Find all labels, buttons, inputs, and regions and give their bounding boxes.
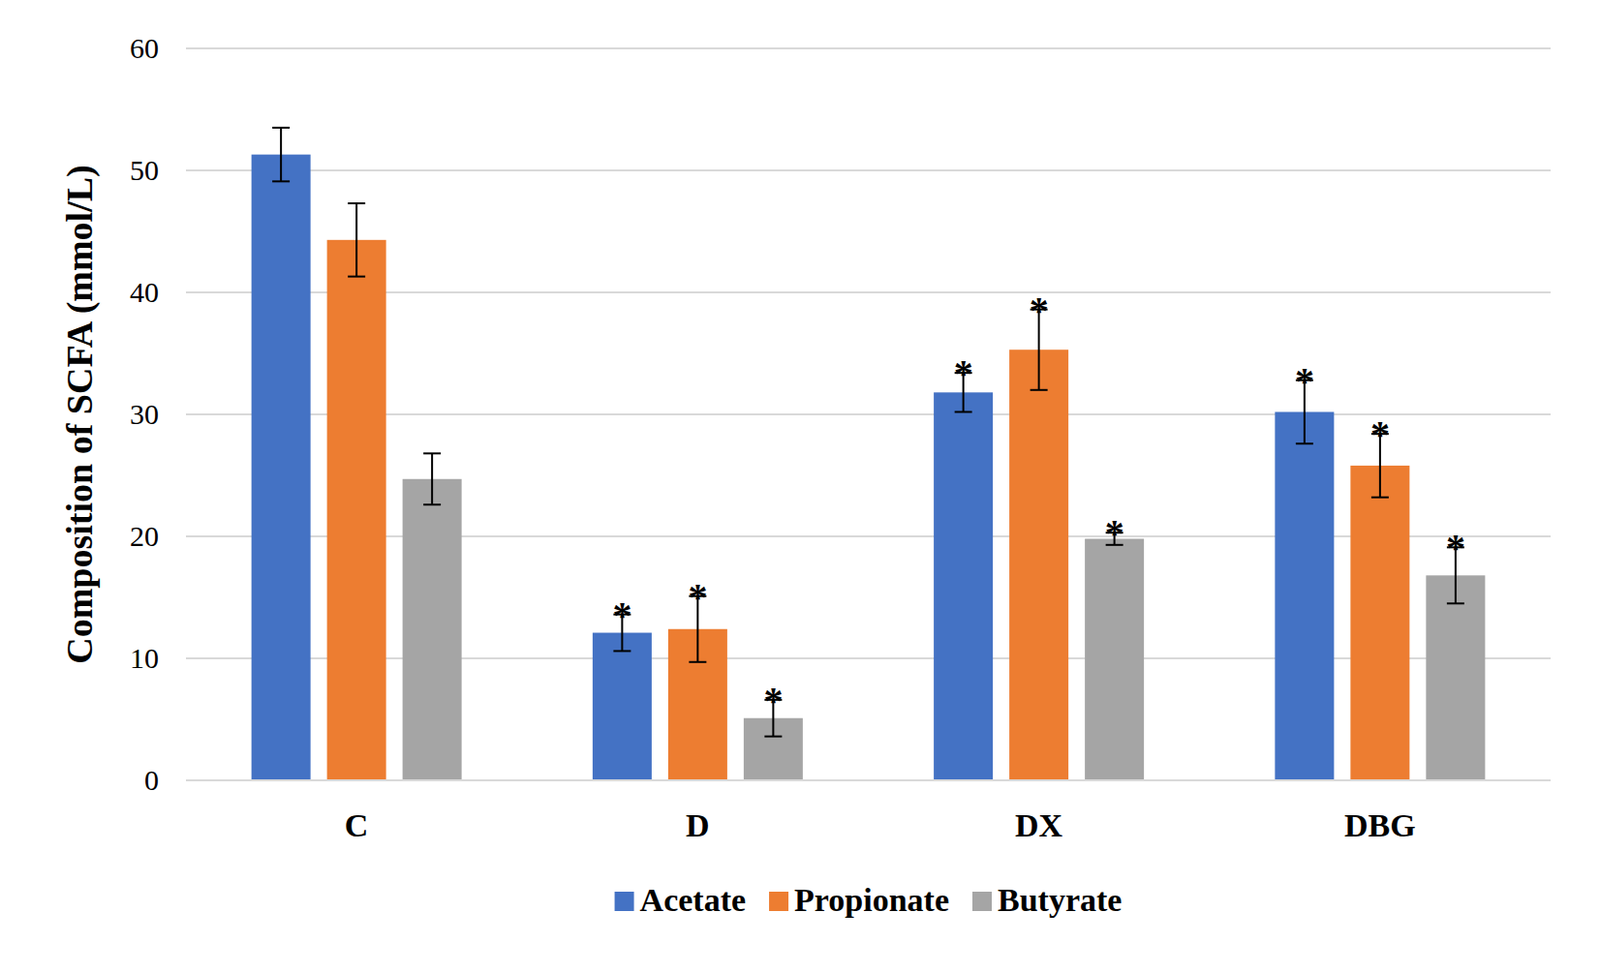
error-cap (272, 126, 290, 129)
bars (251, 127, 1486, 781)
y-axis-label: Composition of SCFA (mmol/L) (59, 164, 101, 664)
error-cap (1446, 602, 1465, 605)
grid-line (185, 657, 1551, 660)
significance: * (1105, 511, 1125, 555)
error-cap (613, 649, 631, 652)
error-bar (423, 453, 441, 505)
y-tick-label: 60 (129, 31, 159, 64)
x-tick-label: C (344, 807, 370, 844)
significance: * (612, 593, 632, 638)
legend-label: Butyrate (997, 882, 1122, 919)
y-tick-label: 20 (129, 520, 159, 553)
legend-label: Propionate (794, 882, 950, 919)
bar (933, 392, 993, 781)
chart: 0 10 20 30 40 50 60 Composition of SCFA (mmol/L… (0, 0, 1600, 973)
significance: * (953, 351, 974, 396)
error-cap (1371, 496, 1389, 499)
legend-label: Acetate (640, 882, 746, 919)
error-cap (688, 661, 707, 664)
grid-line (185, 413, 1551, 416)
significance: * (1446, 525, 1466, 570)
error-cap (1030, 389, 1048, 392)
legend: Acetate Propionate Butyrate (615, 882, 1123, 919)
bar (251, 154, 311, 781)
error-bar (347, 203, 366, 277)
bar (1009, 349, 1069, 781)
error-bar (272, 127, 290, 182)
error-cap (1295, 442, 1314, 445)
error-cap (347, 202, 366, 205)
error-line (355, 203, 358, 277)
error-line (430, 453, 433, 505)
error-cap (423, 452, 441, 455)
grid-line (185, 535, 1551, 538)
grid-line (185, 779, 1551, 782)
error-cap (954, 410, 973, 413)
bar (1425, 575, 1485, 781)
significance: * (687, 575, 708, 619)
x-tick-label: DBG (1344, 807, 1416, 844)
y-tick-label: 0 (144, 764, 159, 797)
error-cap (764, 736, 782, 739)
grid-line (185, 169, 1551, 172)
significance: * (763, 678, 783, 723)
bar (1084, 539, 1144, 781)
legend-swatch (769, 892, 789, 912)
bar (1274, 411, 1334, 781)
error-cap (347, 276, 366, 278)
x-axis (185, 779, 1551, 782)
annotations: * * * * * * * * * (612, 288, 1466, 723)
error-line (279, 127, 282, 182)
x-tick-label: DX (1015, 807, 1064, 844)
error-cap (272, 180, 290, 183)
grid-line (185, 47, 1551, 50)
bar (1350, 465, 1410, 781)
significance: * (1029, 288, 1049, 333)
legend-swatch (615, 892, 635, 912)
y-tick-label: 10 (129, 642, 159, 675)
bar (592, 633, 652, 781)
y-tick-label: 30 (129, 398, 159, 431)
significance: * (1294, 359, 1315, 403)
error-cap (423, 503, 441, 506)
y-tick-label: 50 (129, 153, 159, 186)
legend-swatch (972, 892, 992, 912)
grid-line (185, 291, 1551, 294)
bar (402, 479, 462, 781)
bar (327, 240, 387, 781)
y-tick-label: 40 (129, 276, 159, 308)
x-tick-label: D (685, 807, 710, 844)
significance: * (1370, 412, 1390, 457)
